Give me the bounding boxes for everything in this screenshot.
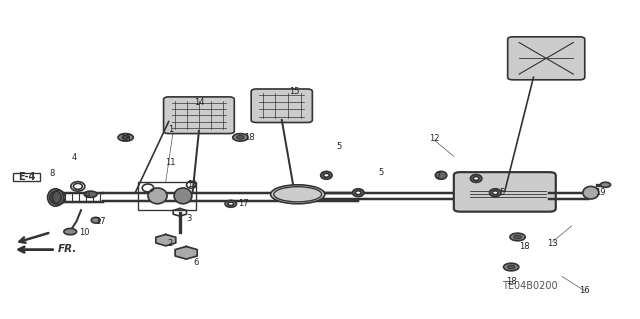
Text: 5: 5 [378,168,383,177]
Text: 5: 5 [337,142,342,151]
Ellipse shape [355,191,361,195]
Text: 19: 19 [595,188,605,197]
Text: 17: 17 [238,199,249,208]
FancyBboxPatch shape [251,89,312,122]
Text: 1: 1 [168,125,173,134]
FancyBboxPatch shape [508,37,585,80]
Ellipse shape [271,185,324,204]
Text: 13: 13 [547,239,558,248]
Text: 9: 9 [84,191,90,200]
Text: 18: 18 [518,242,529,251]
FancyBboxPatch shape [164,97,234,134]
Circle shape [504,263,519,271]
Text: 15: 15 [289,87,300,96]
Text: 4: 4 [72,153,77,162]
Ellipse shape [492,191,498,195]
Text: 8: 8 [50,169,55,178]
Ellipse shape [583,186,599,199]
Ellipse shape [490,189,501,197]
Circle shape [237,136,244,139]
Circle shape [508,265,515,269]
Circle shape [233,134,248,141]
Text: 11: 11 [188,180,198,189]
Ellipse shape [47,189,63,206]
Text: 16: 16 [579,286,589,295]
Text: 12: 12 [429,134,440,144]
Ellipse shape [353,189,364,197]
Circle shape [64,228,77,235]
Text: 5: 5 [499,188,504,197]
Text: E-4: E-4 [18,172,36,182]
Text: 3: 3 [187,213,192,222]
Circle shape [510,233,525,241]
Ellipse shape [228,202,234,205]
Circle shape [118,134,133,141]
Text: 18: 18 [244,133,255,142]
Polygon shape [175,247,197,259]
Text: 17: 17 [95,217,106,226]
Text: FR.: FR. [58,244,77,254]
Text: 7: 7 [435,172,440,182]
Ellipse shape [323,174,329,177]
Ellipse shape [174,188,192,204]
Ellipse shape [435,171,447,179]
FancyBboxPatch shape [454,172,556,212]
Text: 14: 14 [194,98,204,107]
Text: 18: 18 [120,134,131,144]
Bar [13,173,40,181]
Circle shape [600,182,611,187]
Circle shape [84,191,97,197]
Ellipse shape [50,191,61,204]
Ellipse shape [92,217,100,223]
Ellipse shape [473,177,479,180]
Text: 11: 11 [165,158,175,167]
Text: 6: 6 [193,258,198,267]
Circle shape [122,136,129,139]
Ellipse shape [470,174,482,182]
Ellipse shape [225,200,237,207]
Ellipse shape [321,171,332,179]
Ellipse shape [148,188,167,204]
Text: TE04B0200: TE04B0200 [502,281,558,291]
Circle shape [514,235,522,239]
Polygon shape [156,234,176,246]
Bar [138,182,196,210]
Text: 10: 10 [79,228,90,237]
Text: 2: 2 [168,239,173,248]
Text: 18: 18 [506,277,516,286]
